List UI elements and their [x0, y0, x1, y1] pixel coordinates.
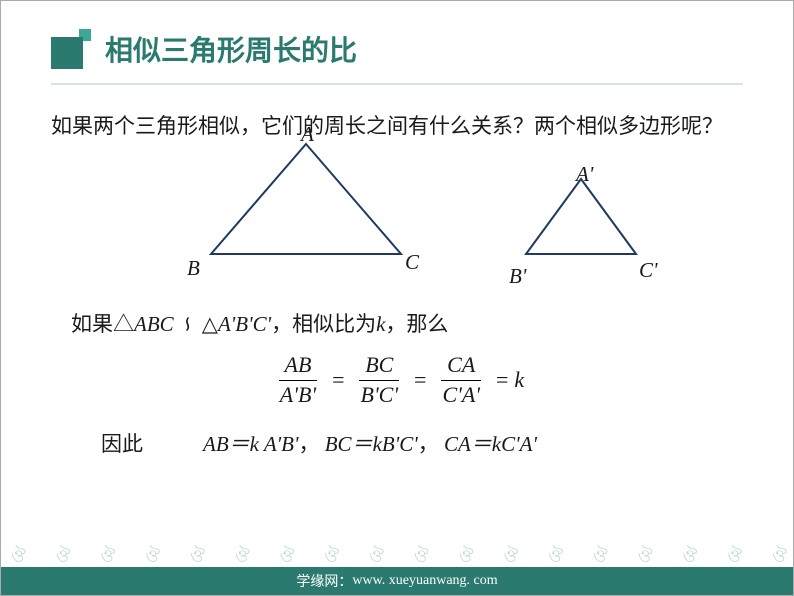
content-area: 如果两个三角形相似，它们的周长之间有什么关系？两个相似多边形呢？ A B C A… [1, 85, 793, 465]
stmt-abc-prime: A'B'C' [218, 312, 271, 336]
stmt-k: k [376, 312, 385, 336]
similar-symbol: ∽ [167, 315, 209, 333]
label-C-prime: C' [639, 249, 658, 291]
triangle-large: A B C [201, 129, 411, 269]
result-expressions: AB＝k A'B'， BC＝kB'C'， CA＝kC'A' [203, 423, 537, 465]
section-logo [51, 29, 91, 69]
label-C: C [405, 241, 419, 283]
stmt-prefix: 如果△ [71, 312, 134, 336]
triangle-large-shape [211, 144, 401, 254]
therefore-label: 因此 [101, 423, 143, 465]
frac-3: CA C'A' [436, 351, 486, 409]
statement-line: 如果△ABC ∽ △A'B'C'，相似比为k，那么 [51, 303, 743, 345]
therefore-line: 因此 AB＝k A'B'， BC＝kB'C'， CA＝kC'A' [51, 423, 743, 465]
label-A: A [301, 113, 314, 155]
label-A-prime: A' [576, 153, 593, 195]
triangle-small: A' B' C' [521, 169, 651, 269]
section-title: 相似三角形周长的比 [105, 29, 357, 69]
stmt-mid: ，相似比为 [271, 312, 376, 336]
header: 相似三角形周长的比 [1, 1, 793, 69]
footer-label: 学缘网： [296, 571, 352, 591]
frac-2: BC B'C' [355, 351, 405, 409]
footer-bar: 学缘网： www. xueyuanwang. com [1, 567, 793, 595]
figures: A B C A' B' C' [51, 129, 743, 299]
logo-square-big [51, 37, 83, 69]
footer-link[interactable]: www. xueyuanwang. com [352, 573, 497, 589]
equation-ratios: AB A'B' = BC B'C' = CA C'A' = k [51, 351, 743, 409]
divider [51, 83, 743, 85]
eq-k: k [514, 358, 524, 402]
label-B-prime: B' [509, 255, 526, 297]
label-B: B [187, 247, 200, 289]
stmt-suffix: ，那么 [385, 312, 448, 336]
bg-pattern: ঔঔঔঔঔঔঔঔঔঔঔঔঔঔঔঔঔঔঔঔঔ [1, 545, 793, 567]
frac-1: AB A'B' [274, 351, 322, 409]
